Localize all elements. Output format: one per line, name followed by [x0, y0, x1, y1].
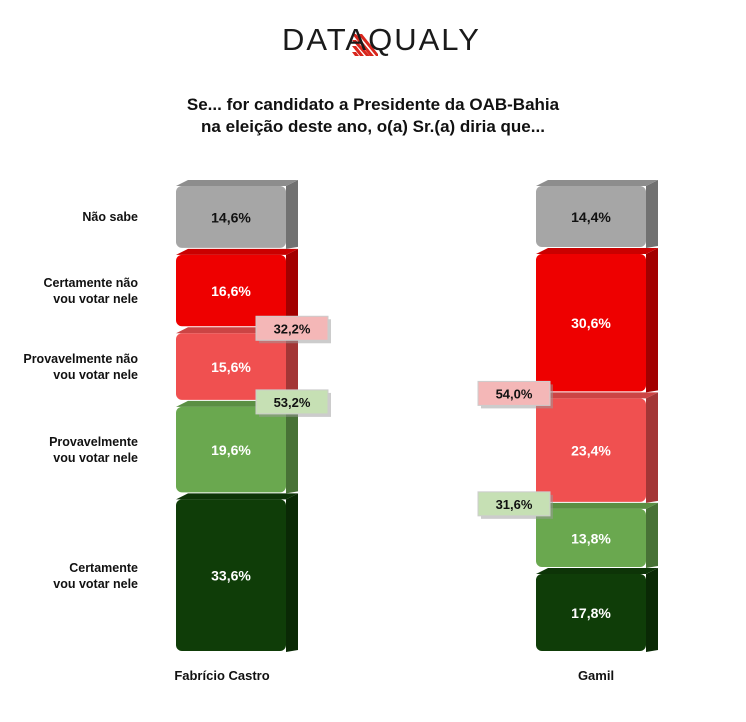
- bar-side: [286, 400, 298, 494]
- response-label-line: vou votar nele: [53, 451, 138, 466]
- bar-front: [176, 333, 286, 400]
- bar-segment-0-4: 14,6%: [176, 180, 298, 249]
- response-label-line: Não sabe: [82, 210, 138, 225]
- bar-side: [646, 392, 658, 503]
- bar-segment-1-1: 13,8%: [536, 502, 658, 568]
- bar-segment-1-3: 30,6%: [536, 247, 658, 393]
- data-label: 15,6%: [211, 359, 251, 375]
- bar-segment-0-0: 33,6%: [176, 493, 298, 652]
- total-box-0-1: 54,0%: [477, 380, 553, 409]
- bar-top: [176, 493, 298, 500]
- bar-front: [536, 186, 646, 247]
- bar-side: [646, 502, 658, 568]
- response-label: Certamente não vou votar nele: [0, 275, 138, 307]
- bar-top: [536, 502, 658, 509]
- bar-front: [176, 406, 286, 493]
- response-label-line: vou votar nele: [53, 576, 138, 591]
- bar-top: [536, 392, 658, 399]
- total-box-0-0: 32,2%: [255, 315, 331, 344]
- chart-title: Se... for candidato a Presidente da OAB-…: [0, 94, 746, 138]
- data-label: 33,6%: [211, 568, 251, 584]
- stripes-logo-icon: [352, 34, 378, 56]
- total-label: 53,2%: [274, 395, 311, 410]
- bar-front: [536, 398, 646, 502]
- bar-side: [286, 493, 298, 652]
- bar-segment-1-4: 14,4%: [536, 180, 658, 248]
- data-label: 16,6%: [211, 283, 251, 299]
- chart-title-line-1: Se... for candidato a Presidente da OAB-…: [186, 95, 560, 114]
- response-label: Provavelmente vou votar nele: [0, 434, 138, 466]
- data-label: 14,6%: [211, 209, 251, 225]
- response-label-line: Certamente: [69, 560, 138, 575]
- data-label: 23,4%: [571, 443, 611, 459]
- bar-top: [176, 180, 298, 186]
- chart-title-line-2: na eleição deste ano, o(a) Sr.(a) diria …: [201, 117, 545, 136]
- bar-top: [536, 247, 658, 254]
- bar-side: [286, 180, 298, 249]
- bar-front: [176, 254, 286, 327]
- bar-front: [176, 499, 286, 651]
- response-label-line: Certamente não: [43, 276, 138, 291]
- response-label: Provavelmente não vou votar nele: [0, 351, 138, 383]
- bar-top: [536, 180, 658, 186]
- bar-front: [176, 186, 286, 248]
- response-label-line: Provavelmente não: [23, 352, 138, 367]
- data-label: 17,8%: [571, 605, 611, 621]
- response-label-line: vou votar nele: [53, 292, 138, 307]
- data-label: 14,4%: [571, 209, 611, 225]
- bar-front: [536, 253, 646, 392]
- bar-side: [646, 247, 658, 393]
- bar-segment-1-0: 17,8%: [536, 567, 658, 652]
- data-label: 30,6%: [571, 315, 611, 331]
- bar-side: [646, 567, 658, 652]
- bar-top: [176, 248, 298, 255]
- bar-front: [536, 508, 646, 567]
- total-box-1-0: 53,2%: [255, 389, 331, 417]
- bar-side: [286, 327, 298, 401]
- logo-text: DATAQUALY: [282, 22, 481, 57]
- total-box-1-1: 31,6%: [477, 491, 553, 519]
- total-label: 31,6%: [496, 497, 533, 512]
- category-label-gamil: Gamil: [577, 668, 615, 683]
- response-label: Não sabe: [0, 209, 138, 225]
- bar-segment-1-2: 23,4%: [536, 392, 658, 503]
- response-label: Certamente vou votar nele: [0, 560, 138, 592]
- bar-segment-0-3: 16,6%: [176, 248, 298, 328]
- bar-side: [286, 248, 298, 328]
- bar-side: [646, 180, 658, 248]
- response-label-line: Provavelmente: [49, 435, 138, 450]
- bar-front: [536, 573, 646, 651]
- category-label-fabricio-castro: Fabrício Castro: [174, 668, 270, 683]
- total-label: 54,0%: [496, 386, 533, 401]
- total-label: 32,2%: [274, 321, 311, 336]
- response-label-line: vou votar nele: [53, 368, 138, 383]
- data-label: 19,6%: [211, 442, 251, 458]
- bar-top: [536, 567, 658, 574]
- data-label: 13,8%: [571, 530, 611, 546]
